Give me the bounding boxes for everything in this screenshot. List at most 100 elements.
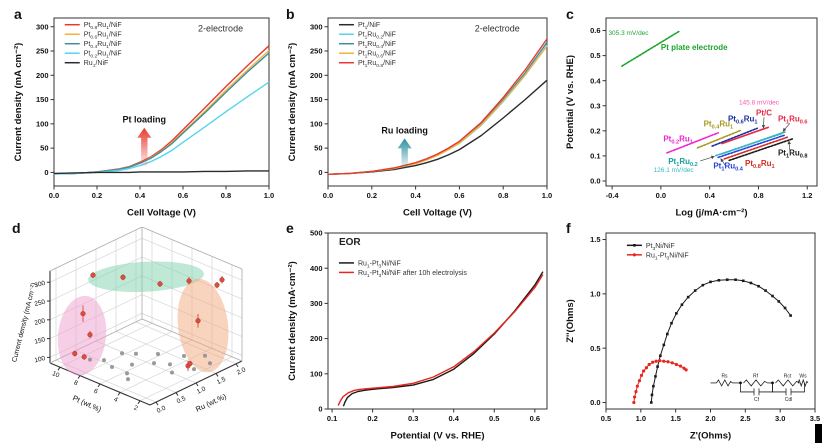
svg-text:Ru1-Pt3Ni/NiF: Ru1-Pt3Ni/NiF <box>646 252 689 261</box>
svg-text:0.3: 0.3 <box>590 101 600 110</box>
panel-b-lsv-ru-loading: 0.0 0.2 0.4 0.6 0.8 1.0 0 50 100 150 200 250 300 Cell… <box>286 10 556 223</box>
svg-text:Pt0.2Ru1/NiF: Pt0.2Ru1/NiF <box>84 51 122 60</box>
svg-text:Pt0.8Ru1: Pt0.8Ru1 <box>745 159 775 170</box>
svg-text:2.0: 2.0 <box>236 366 247 376</box>
svg-text:1.5: 1.5 <box>670 414 680 423</box>
svg-text:2-electrode: 2-electrode <box>475 23 520 33</box>
chart-a: 0.0 0.2 0.4 0.6 0.8 1.0 0 50 100 150 200 250 300 Cell… <box>13 17 274 219</box>
panel-label-e: e <box>286 220 294 236</box>
svg-text:Pt loading: Pt loading <box>123 115 167 125</box>
svg-text:1.2: 1.2 <box>802 191 812 200</box>
svg-text:200: 200 <box>36 71 49 80</box>
svg-text:0.5: 0.5 <box>489 414 499 423</box>
svg-text:0.8: 0.8 <box>498 191 508 200</box>
svg-text:0.3: 0.3 <box>408 414 418 423</box>
svg-text:1.5: 1.5 <box>216 376 227 386</box>
svg-text:200: 200 <box>310 71 323 80</box>
svg-text:0.0: 0.0 <box>323 191 333 200</box>
svg-text:Pt1Ru0.8: Pt1Ru0.8 <box>778 148 808 159</box>
svg-text:3.0: 3.0 <box>775 414 785 423</box>
svg-text:Ru1/NiF: Ru1/NiF <box>84 60 109 69</box>
panel-label-b: b <box>286 6 295 22</box>
panel-label-d: d <box>12 220 21 236</box>
svg-text:0.0: 0.0 <box>49 191 59 200</box>
svg-text:Pt1Ru0.6: Pt1Ru0.6 <box>778 114 808 125</box>
svg-text:Pt0.6Ru1/NiF: Pt0.6Ru1/NiF <box>84 32 122 41</box>
svg-text:0.2: 0.2 <box>367 191 377 200</box>
svg-text:0.5: 0.5 <box>590 51 600 60</box>
svg-text:1.0: 1.0 <box>590 289 600 298</box>
svg-text:0.4: 0.4 <box>449 414 460 423</box>
svg-text:0.4: 0.4 <box>410 191 421 200</box>
svg-text:500: 500 <box>310 229 323 238</box>
panel-a-lsv-pt-loading: 0.0 0.2 0.4 0.6 0.8 1.0 0 50 100 150 200 250 300 Cell… <box>12 10 278 223</box>
svg-text:2.0: 2.0 <box>705 414 715 423</box>
svg-text:250: 250 <box>310 47 323 56</box>
svg-text:Cf: Cf <box>754 397 760 403</box>
svg-text:Pt/C: Pt/C <box>756 108 772 117</box>
svg-text:0.0: 0.0 <box>156 405 167 415</box>
svg-text:300: 300 <box>36 22 49 31</box>
svg-text:Ws: Ws <box>799 373 807 379</box>
svg-text:1.0: 1.0 <box>542 191 552 200</box>
svg-text:0.4: 0.4 <box>590 76 601 85</box>
svg-text:0.8: 0.8 <box>221 191 231 200</box>
svg-text:EOR: EOR <box>339 237 361 248</box>
svg-text:Pt (wt.%): Pt (wt.%) <box>71 393 103 414</box>
svg-text:-0.4: -0.4 <box>606 191 620 200</box>
svg-text:0.1: 0.1 <box>327 414 337 423</box>
svg-text:305.3 mV/dec: 305.3 mV/dec <box>608 30 649 37</box>
svg-text:100: 100 <box>310 119 323 128</box>
svg-text:10: 10 <box>51 370 61 379</box>
svg-text:Pt1Ru0.2: Pt1Ru0.2 <box>668 157 698 168</box>
chart-d: 100 150 200 250 300 2 4 6 8 10 0.0 0.5 1.0 1.5 2.0 Pt (… <box>11 226 247 415</box>
svg-text:250: 250 <box>34 299 47 309</box>
svg-text:Current density (mA cm⁻²): Current density (mA cm⁻²) <box>287 43 298 162</box>
svg-text:100: 100 <box>310 369 323 378</box>
svg-text:Rct: Rct <box>784 373 792 379</box>
svg-text:150: 150 <box>36 95 49 104</box>
svg-text:0.5: 0.5 <box>176 395 187 405</box>
svg-text:Ru loading: Ru loading <box>381 125 428 135</box>
svg-text:0.8: 0.8 <box>753 191 763 200</box>
panel-label-c: c <box>566 6 574 22</box>
svg-text:8: 8 <box>73 379 80 387</box>
svg-text:0.0: 0.0 <box>590 177 600 186</box>
svg-text:Pt0.4Ru1: Pt0.4Ru1 <box>704 119 734 130</box>
svg-text:250: 250 <box>36 47 49 56</box>
svg-text:0.4: 0.4 <box>704 191 715 200</box>
svg-text:50: 50 <box>40 144 48 153</box>
svg-text:Pt0.4Ru1/NiF: Pt0.4Ru1/NiF <box>84 41 122 50</box>
svg-text:Cell Voltage (V): Cell Voltage (V) <box>403 208 472 219</box>
crop-mark <box>815 424 822 443</box>
panel-label-a: a <box>14 6 22 22</box>
svg-text:0.5: 0.5 <box>590 344 600 353</box>
svg-text:1.5: 1.5 <box>590 235 600 244</box>
svg-text:0.0: 0.0 <box>656 191 666 200</box>
svg-text:Rf: Rf <box>753 373 759 379</box>
svg-text:Pt plate electrode: Pt plate electrode <box>661 43 728 52</box>
svg-text:0: 0 <box>318 168 322 177</box>
svg-text:1.0: 1.0 <box>264 191 274 200</box>
svg-text:Potential (V vs. RHE): Potential (V vs. RHE) <box>391 431 485 442</box>
svg-text:1.0: 1.0 <box>636 414 646 423</box>
svg-text:0.0: 0.0 <box>590 398 600 407</box>
svg-text:126.1 mV/dec: 126.1 mV/dec <box>654 167 695 174</box>
svg-text:300: 300 <box>310 22 323 31</box>
svg-text:150: 150 <box>310 95 323 104</box>
svg-text:Cdl: Cdl <box>785 397 793 403</box>
svg-text:0.6: 0.6 <box>590 26 600 35</box>
svg-text:Pt1Ru0.6/NiF: Pt1Ru0.6/NiF <box>358 51 396 60</box>
svg-text:Pt1Ru0.2/NiF: Pt1Ru0.2/NiF <box>358 32 396 41</box>
svg-text:50: 50 <box>314 144 322 153</box>
svg-text:0: 0 <box>44 168 48 177</box>
svg-text:1.0: 1.0 <box>196 385 207 395</box>
svg-text:Log (j/mA·cm⁻²): Log (j/mA·cm⁻²) <box>675 208 747 219</box>
svg-text:400: 400 <box>310 264 323 273</box>
svg-text:3.5: 3.5 <box>810 414 820 423</box>
svg-text:Rs: Rs <box>721 373 728 379</box>
svg-text:145.8 mV/dec: 145.8 mV/dec <box>739 99 780 106</box>
svg-text:0.5: 0.5 <box>601 414 611 423</box>
svg-text:0: 0 <box>318 405 322 414</box>
